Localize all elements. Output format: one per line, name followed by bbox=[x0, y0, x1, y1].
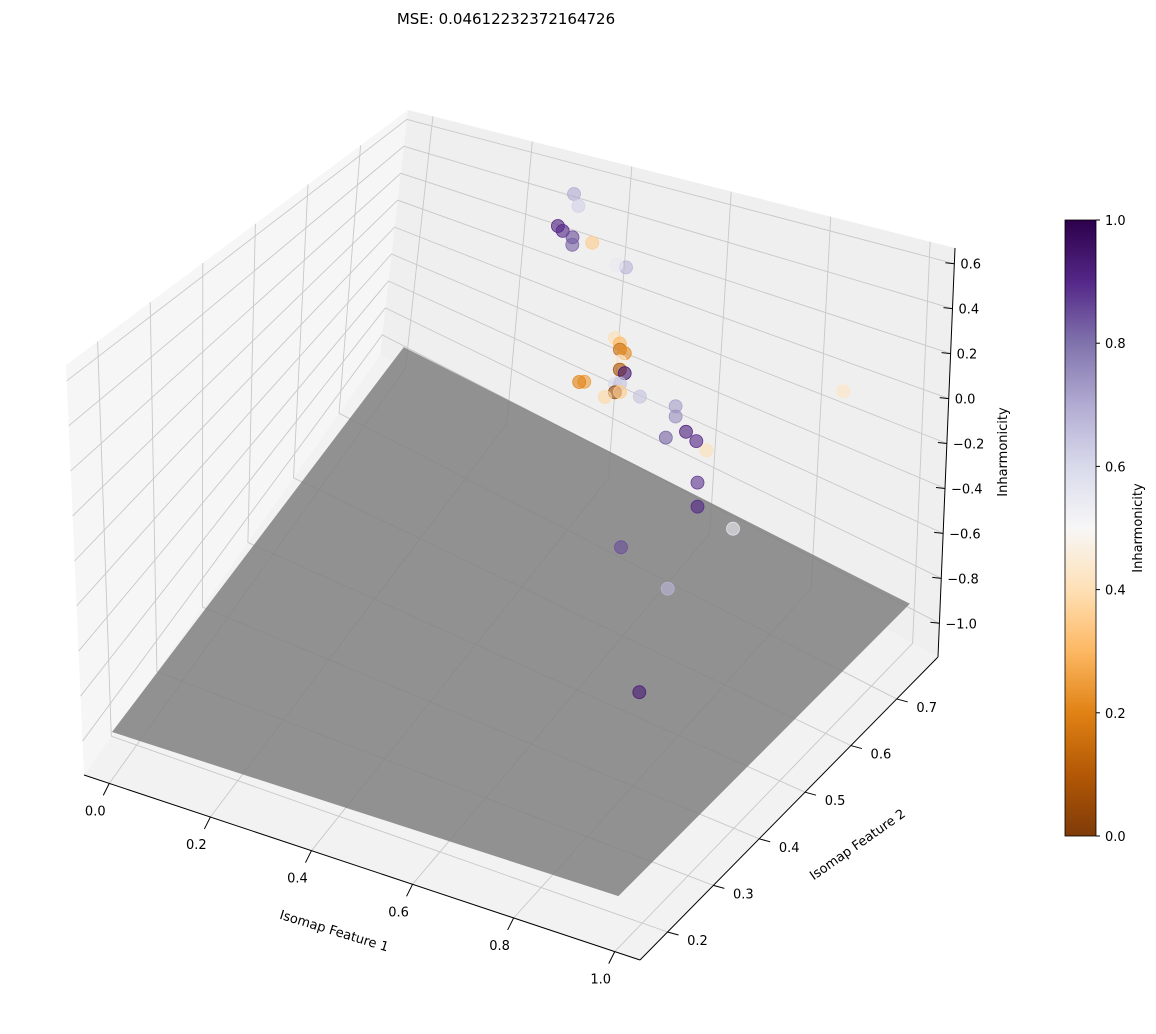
grid-z bbox=[72, 199, 949, 517]
scatter-point bbox=[632, 685, 647, 700]
x-tick-label: 0.4 bbox=[287, 872, 308, 887]
colorbar-tick-label: 1.0 bbox=[1105, 214, 1126, 229]
z-tick-label: −0.4 bbox=[951, 482, 983, 497]
z-tick bbox=[934, 531, 944, 534]
scatter-point bbox=[690, 475, 705, 490]
z-tick bbox=[941, 352, 951, 355]
x-tick bbox=[406, 884, 413, 897]
z-tick-label: −0.2 bbox=[953, 438, 985, 453]
scatter-point bbox=[613, 384, 627, 399]
regression-plane-layer bbox=[112, 347, 910, 897]
z-tick bbox=[943, 307, 953, 310]
tick-labels: 0.0 0.2 0.4 0.6 0.8 1.0 0.2 0.3 0.4 0.5 0.6 0.7 −1.0… bbox=[85, 258, 985, 988]
pane-back-wall bbox=[380, 110, 955, 657]
scatter-point bbox=[614, 540, 628, 555]
x-axis-line bbox=[83, 774, 641, 961]
colorbar-tick-label: 0.0 bbox=[1105, 830, 1126, 845]
z-axis-line bbox=[937, 247, 956, 658]
colorbar-gradient bbox=[1064, 219, 1097, 837]
scatter-point bbox=[690, 499, 705, 514]
scatter-point bbox=[598, 390, 612, 404]
x-axis-label: Isomap Feature 1 bbox=[278, 908, 391, 955]
scatter-point bbox=[565, 237, 580, 252]
y-tick bbox=[850, 745, 863, 750]
z-tick-label: 0.4 bbox=[958, 303, 979, 318]
y-tick-label: 0.5 bbox=[825, 794, 846, 809]
scatter-point bbox=[658, 430, 673, 445]
z-tick-label: 0.6 bbox=[960, 258, 981, 273]
colorbar-label: Inharmonicity bbox=[1131, 483, 1146, 573]
y-tick-label: 0.4 bbox=[779, 841, 800, 856]
scatter-point bbox=[609, 257, 624, 272]
x-tick-label: 0.2 bbox=[186, 838, 207, 853]
z-tick bbox=[939, 397, 949, 400]
scatter-point bbox=[660, 581, 675, 596]
z-tick bbox=[932, 576, 942, 579]
scatter-point bbox=[567, 187, 581, 201]
z-tick bbox=[935, 486, 946, 489]
colorbar-tick-label: 0.8 bbox=[1105, 337, 1126, 352]
colorbar-tick-label: 0.2 bbox=[1105, 707, 1126, 722]
y-tick-label: 0.3 bbox=[733, 887, 754, 902]
x-tick-label: 1.0 bbox=[590, 973, 611, 988]
grid-x bbox=[614, 241, 931, 952]
y-tick bbox=[667, 931, 679, 936]
y-tick bbox=[713, 884, 725, 889]
x-tick bbox=[608, 951, 616, 964]
grid-z bbox=[80, 307, 942, 697]
scatter-point bbox=[633, 389, 647, 404]
chart-title: MSE: 0.04612232372164726 bbox=[397, 10, 615, 28]
z-tick-label: −0.8 bbox=[947, 572, 979, 587]
z-tick bbox=[945, 262, 955, 265]
scatter-point bbox=[836, 384, 851, 399]
scatter-point bbox=[689, 434, 704, 449]
z-tick-label: −0.6 bbox=[949, 527, 981, 542]
grid-z bbox=[68, 145, 953, 427]
y-tick bbox=[759, 838, 771, 843]
grid-z bbox=[70, 172, 951, 472]
x-tick-label: 0.0 bbox=[85, 804, 106, 819]
x-tick bbox=[203, 816, 211, 830]
colorbar-tick-label: 0.4 bbox=[1105, 584, 1126, 599]
y-tick-label: 0.2 bbox=[687, 934, 708, 949]
scatter-point bbox=[726, 521, 740, 536]
z-tick-label: 0.2 bbox=[957, 348, 978, 363]
z-tick bbox=[937, 442, 947, 445]
x-tick-label: 0.6 bbox=[388, 905, 409, 920]
scatter-point bbox=[699, 443, 714, 458]
z-tick-label: 0.0 bbox=[955, 393, 976, 408]
grid-z bbox=[76, 253, 946, 607]
y-tick bbox=[804, 791, 817, 796]
grid-z bbox=[66, 118, 955, 382]
x-tick bbox=[102, 783, 110, 796]
y-axis-label: Isomap Feature 2 bbox=[807, 807, 908, 884]
scatter-point bbox=[679, 424, 693, 439]
y-axis-line bbox=[639, 656, 939, 961]
z-tick bbox=[930, 621, 940, 624]
y-tick bbox=[896, 698, 908, 703]
regression-plane bbox=[112, 347, 910, 897]
scatter-points bbox=[551, 187, 851, 700]
z-tick-label: −1.0 bbox=[945, 617, 977, 632]
scatter-point bbox=[585, 235, 600, 250]
pane-left-wall bbox=[66, 110, 408, 775]
grid-z bbox=[78, 280, 944, 652]
y-tick-label: 0.6 bbox=[871, 748, 892, 763]
colorbar-tick-label: 0.6 bbox=[1105, 460, 1126, 475]
scatter-point bbox=[555, 223, 570, 238]
colorbar: 0.0 0.2 0.4 0.6 0.8 1.0 Inharmonicity bbox=[1064, 214, 1146, 845]
grid-z bbox=[74, 226, 948, 562]
x-tick-label: 0.8 bbox=[489, 939, 510, 954]
z-axis-label: Inharmonicity bbox=[996, 407, 1011, 497]
scatter-point bbox=[668, 409, 683, 424]
grid-y bbox=[97, 341, 668, 933]
scatter-point bbox=[572, 375, 587, 389]
colorbar-ticks: 0.0 0.2 0.4 0.6 0.8 1.0 bbox=[1096, 214, 1126, 845]
x-tick bbox=[507, 917, 515, 931]
scatter-point bbox=[571, 199, 586, 213]
y-tick-label: 0.7 bbox=[916, 701, 937, 716]
axis-lines bbox=[83, 247, 956, 961]
x-tick bbox=[305, 850, 312, 863]
